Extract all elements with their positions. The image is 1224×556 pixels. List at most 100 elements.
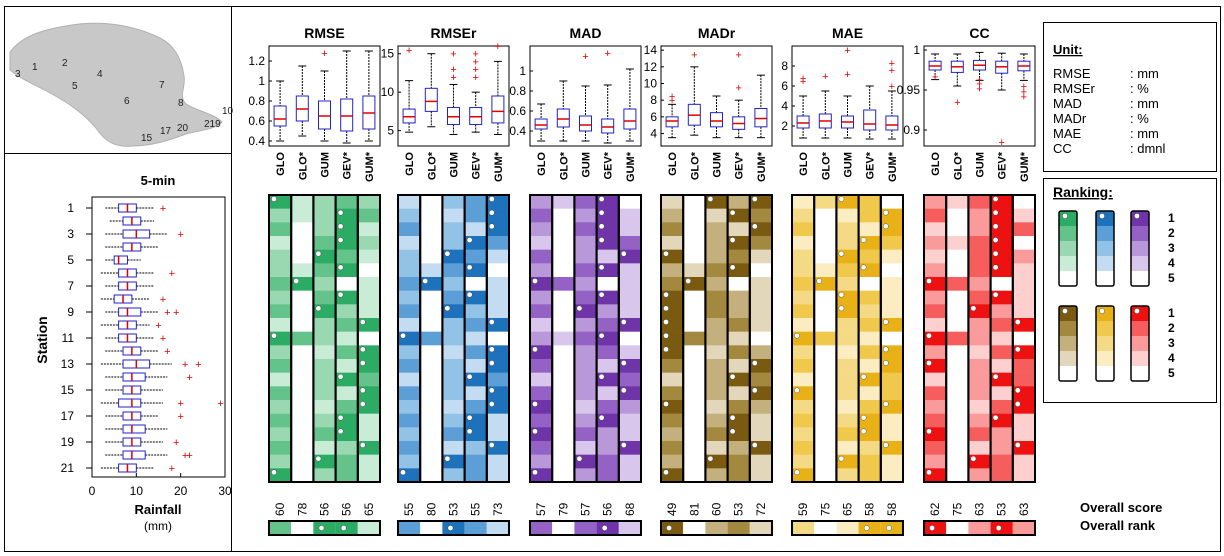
rank-1-marker (337, 209, 344, 216)
rank-1-marker (794, 332, 800, 339)
rank-cell (269, 304, 292, 319)
rank-cell (398, 359, 421, 373)
rainfall-ytick-label: 7 (67, 279, 74, 293)
rainfall-outlier: + (177, 398, 183, 410)
rank-1-marker (883, 442, 889, 448)
rank-cell (442, 468, 465, 483)
ranking-legend-swatch (1096, 256, 1114, 271)
rainfall-xtick-label: 10 (130, 484, 144, 498)
metric-box (318, 100, 331, 130)
metric-box (556, 108, 570, 128)
rank-cell (858, 195, 881, 209)
rank-cell (552, 236, 575, 250)
rank-cell (946, 249, 969, 264)
rank-cell (574, 249, 597, 264)
rank-cell (313, 263, 336, 278)
rank-cell (858, 331, 881, 346)
rank-cell (1012, 290, 1035, 305)
rank-cell (946, 222, 969, 237)
unit-legend-unit: : mm (1130, 96, 1159, 111)
rank-cell (836, 222, 859, 237)
rank-cell (618, 304, 641, 319)
rank-cell (814, 359, 837, 373)
rank-cell (420, 454, 443, 469)
rank-cell (464, 222, 487, 237)
rank-cell (683, 386, 706, 401)
rank-cell (792, 427, 815, 442)
rank-cell (946, 372, 969, 387)
ranking-legend-swatch (1131, 271, 1149, 286)
rank-cell (291, 413, 314, 428)
rank-cell (291, 400, 314, 414)
rank-cell (313, 331, 336, 346)
rank-cell (946, 468, 969, 483)
map-station-label: 10 (222, 106, 234, 117)
rank-cell (814, 413, 837, 428)
metric-ytick-label: 0.95 (897, 83, 921, 97)
rank-cell (705, 413, 728, 428)
rank-cell (335, 195, 358, 209)
unit-legend-unit: : mm (1130, 126, 1159, 141)
ranking-legend-rank: 1 (1168, 211, 1175, 225)
rank-cell (596, 400, 619, 414)
ranking-legend-swatch (1059, 211, 1077, 226)
rank-cell (530, 208, 553, 223)
ranking-legend-swatch (1059, 366, 1077, 381)
rank-cell (683, 359, 706, 373)
rank-1-marker (663, 332, 669, 339)
rainfall-box (113, 255, 128, 265)
rank-cell (552, 359, 575, 373)
rank-cell (486, 290, 509, 305)
heatmap-column-border (748, 194, 773, 483)
rank-cell (705, 222, 728, 237)
rank-cell (574, 372, 597, 387)
overall-rank-1-marker (447, 525, 454, 531)
metric-box (623, 108, 637, 130)
overall-rank-cell (661, 521, 684, 535)
overall-score: 55 (402, 502, 416, 516)
ranking-legend-marker (1099, 213, 1105, 219)
metric-ytick-label: 1.2 (248, 54, 265, 68)
rank-cell (530, 413, 553, 428)
rank-cell (357, 372, 380, 387)
metric-ytick-label: 1 (913, 43, 920, 57)
rank-cell (313, 345, 336, 360)
rank-cell (749, 400, 772, 414)
rank-cell (291, 386, 314, 401)
rank-cell (313, 359, 336, 373)
metric-box (447, 107, 460, 125)
rank-cell (749, 454, 772, 469)
rank-cell (313, 195, 336, 209)
heatmap-column-border (617, 194, 642, 483)
metric-outlier: + (1021, 91, 1027, 103)
distribution-label: GLO (536, 152, 548, 176)
rank-cell (705, 249, 728, 264)
map-shape (9, 22, 223, 147)
distribution-label: GUM (449, 152, 461, 178)
rank-1-marker (816, 278, 823, 284)
rank-cell (661, 386, 684, 401)
overall-rank-cell (335, 521, 358, 535)
rank-cell (661, 236, 684, 250)
rank-cell (552, 263, 575, 278)
rank-cell (880, 236, 903, 250)
rank-cell (486, 263, 509, 278)
rank-cell (836, 400, 859, 414)
rank-1-marker (883, 360, 889, 366)
metric-outlier: + (691, 49, 697, 61)
rank-cell (727, 359, 750, 373)
rank-1-marker (663, 401, 669, 407)
rainfall-xunit: (mm) (144, 519, 172, 533)
overall-score: 81 (687, 502, 701, 516)
rank-cell (1012, 249, 1035, 264)
metric-title: RMSE (304, 25, 344, 41)
rank-cell (814, 454, 837, 469)
rank-cell (357, 208, 380, 223)
rank-cell (574, 208, 597, 223)
rank-cell (880, 372, 903, 387)
rank-cell (530, 359, 553, 373)
ranking-legend-rank: 5 (1168, 366, 1175, 380)
rank-cell (552, 195, 575, 209)
rainfall-box (122, 424, 146, 434)
